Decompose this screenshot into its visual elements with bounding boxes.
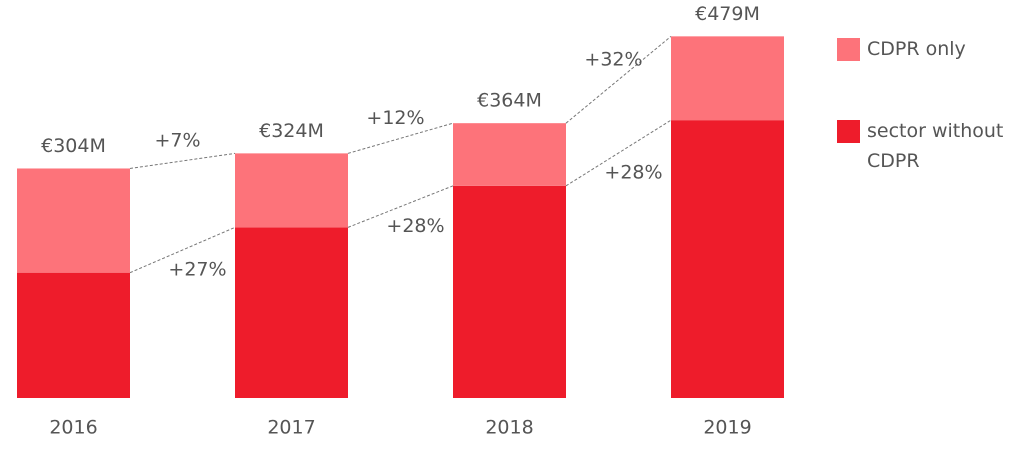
- bar-segment: [453, 123, 566, 186]
- x-tick-label: 2017: [267, 417, 315, 439]
- legend-swatch: [837, 38, 860, 61]
- connector-line: [347, 185, 454, 228]
- connector-line: [565, 35, 672, 124]
- total-label: €479M: [695, 3, 760, 25]
- bar-segment: [671, 36, 784, 121]
- growth-label: +7%: [154, 129, 200, 151]
- connector-line: [129, 152, 236, 169]
- legend-swatch: [837, 120, 860, 143]
- growth-label: +12%: [366, 107, 424, 129]
- legend-label: sector without CDPR: [867, 120, 1004, 172]
- bar-segment: [671, 120, 784, 398]
- x-tick-label: 2016: [49, 417, 97, 439]
- legend-label: CDPR only: [867, 38, 966, 60]
- bar-segment: [235, 153, 348, 228]
- bar-segment: [17, 168, 130, 273]
- bar-segment: [17, 272, 130, 398]
- x-tick-label: 2018: [485, 417, 533, 439]
- total-label: €364M: [477, 90, 542, 112]
- connector-line: [565, 119, 672, 187]
- x-tick-label: 2019: [703, 417, 751, 439]
- growth-label: +27%: [168, 259, 226, 281]
- growth-label: +28%: [386, 215, 444, 237]
- total-label: €324M: [259, 120, 324, 142]
- total-label: €304M: [41, 135, 106, 157]
- connector-line: [347, 122, 454, 154]
- bar-segment: [453, 185, 566, 398]
- growth-label: +28%: [604, 162, 662, 184]
- bar-segment: [235, 227, 348, 398]
- connector-line: [129, 226, 236, 274]
- growth-label: +32%: [584, 48, 642, 70]
